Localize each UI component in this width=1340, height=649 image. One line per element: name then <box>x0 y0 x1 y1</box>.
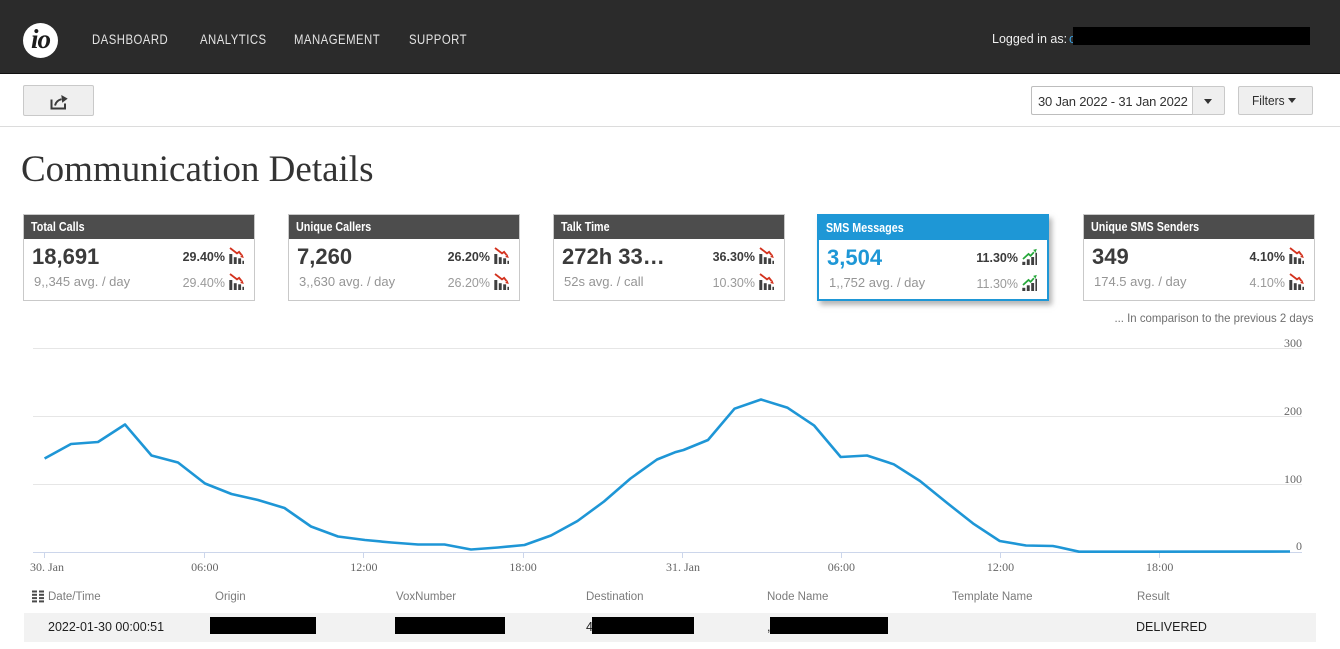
svg-text:200: 200 <box>1284 404 1302 418</box>
svg-text:18:00: 18:00 <box>509 560 536 574</box>
svg-text:0: 0 <box>1296 539 1302 553</box>
svg-text:300: 300 <box>1284 336 1302 350</box>
svg-text:06:00: 06:00 <box>828 560 855 574</box>
svg-text:31. Jan: 31. Jan <box>666 560 700 574</box>
svg-text:12:00: 12:00 <box>987 560 1014 574</box>
svg-text:06:00: 06:00 <box>191 560 218 574</box>
svg-text:12:00: 12:00 <box>350 560 377 574</box>
svg-text:18:00: 18:00 <box>1146 560 1173 574</box>
svg-text:100: 100 <box>1284 472 1302 486</box>
svg-text:30. Jan: 30. Jan <box>30 560 64 574</box>
